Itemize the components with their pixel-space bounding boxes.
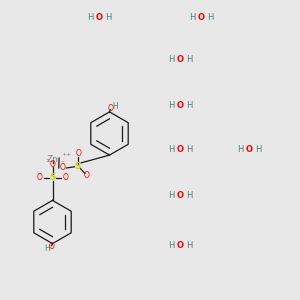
Text: S: S: [49, 173, 56, 182]
Text: H: H: [168, 146, 174, 154]
Text: H: H: [168, 190, 174, 200]
Text: H: H: [186, 56, 192, 64]
Text: H: H: [189, 14, 195, 22]
Text: ⁻: ⁻: [46, 158, 50, 164]
Text: Zn: Zn: [46, 155, 58, 164]
Text: H: H: [207, 14, 213, 22]
Text: O: O: [176, 56, 184, 64]
Text: H: H: [237, 146, 243, 154]
Text: O: O: [245, 146, 253, 154]
Text: H: H: [186, 146, 192, 154]
Text: H: H: [112, 102, 118, 111]
Text: O: O: [59, 164, 65, 172]
Text: O: O: [37, 173, 43, 182]
Text: H: H: [87, 14, 93, 22]
Text: O: O: [176, 190, 184, 200]
Text: O: O: [50, 160, 56, 169]
Text: H: H: [105, 14, 111, 22]
Text: O: O: [49, 242, 55, 251]
Text: H: H: [186, 242, 192, 250]
Text: O: O: [62, 173, 68, 182]
Text: O: O: [197, 14, 205, 22]
Text: O: O: [95, 14, 103, 22]
Text: H: H: [255, 146, 261, 154]
Text: O: O: [75, 149, 81, 158]
Text: ++: ++: [62, 152, 72, 157]
Text: H: H: [168, 56, 174, 64]
Text: O: O: [176, 100, 184, 109]
Text: O: O: [176, 146, 184, 154]
Text: O: O: [176, 242, 184, 250]
Text: H: H: [186, 100, 192, 109]
Text: H: H: [44, 244, 50, 253]
Text: ⁻: ⁻: [61, 160, 64, 166]
Text: H: H: [186, 190, 192, 200]
Text: O: O: [108, 104, 114, 113]
Text: H: H: [168, 100, 174, 109]
Text: O: O: [84, 171, 90, 180]
Text: S: S: [75, 162, 81, 171]
Text: H: H: [168, 242, 174, 250]
